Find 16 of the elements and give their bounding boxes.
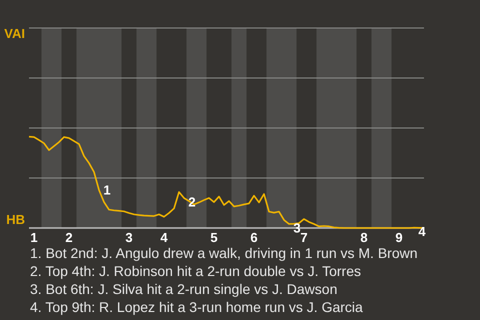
text: HB — [6, 212, 25, 227]
x-tick-label: 3 — [125, 230, 133, 245]
text: 2. Top 4th: J. Robinson hit a 2-run double vs J. Torres — [30, 263, 362, 279]
x-tick-label: 8 — [360, 230, 368, 245]
x-tick-label: 6 — [250, 230, 258, 245]
text: 4. Top 9th: R. Lopez hit a 3-run home run vs J. Garcia — [30, 299, 364, 315]
x-tick-label: 1 — [30, 230, 38, 245]
x-tick-label: 2 — [65, 230, 73, 245]
text: VAI — [4, 26, 25, 41]
x-tick-label: 5 — [210, 230, 218, 245]
x-tick-label: 9 — [395, 230, 403, 245]
text: 3. Bot 6th: J. Silva hit a 2-run single vs J. Dawson — [30, 281, 338, 297]
x-tick-label: 4 — [160, 230, 168, 245]
x-tick-label: 7 — [300, 230, 308, 245]
annotation: 1 — [103, 182, 111, 198]
text: 1. Bot 2nd: J. Angulo drew a walk, driving in 1 run vs M. Brown — [30, 245, 418, 261]
